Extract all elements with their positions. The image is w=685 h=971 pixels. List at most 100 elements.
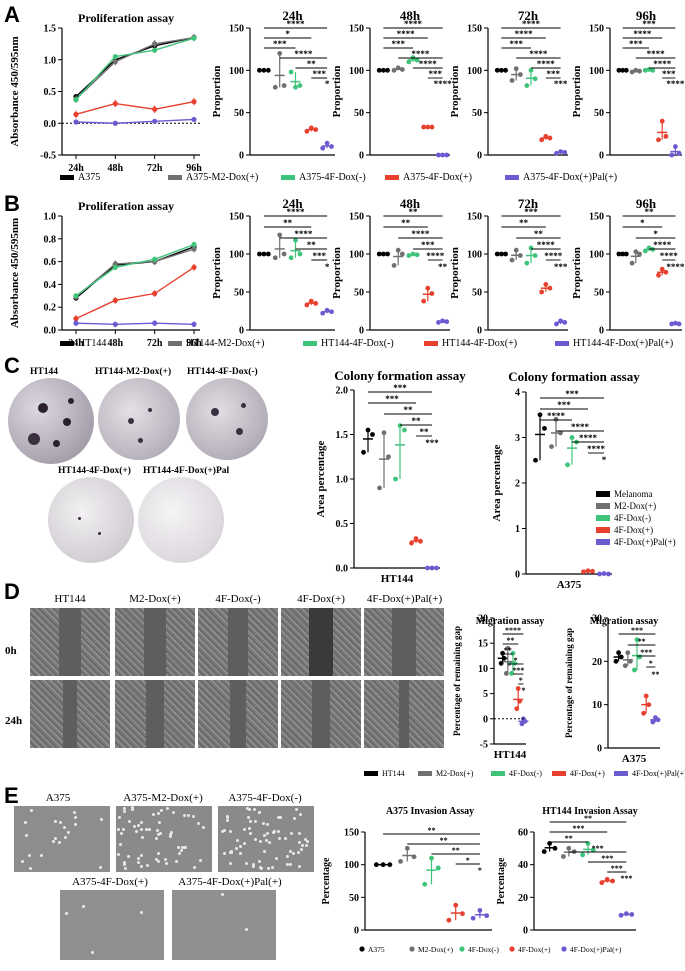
significance-stars: * bbox=[478, 866, 482, 875]
significance-stars: *** bbox=[385, 394, 399, 404]
data-point bbox=[498, 660, 504, 666]
legend-label: A375-4F-Dox(+) bbox=[403, 172, 472, 183]
data-point bbox=[554, 321, 559, 327]
y-tick-label: 150 bbox=[349, 24, 364, 35]
y-axis-label: Area percentage bbox=[315, 440, 327, 517]
significance-stars: *** bbox=[565, 389, 579, 399]
significance-stars: **** bbox=[647, 49, 666, 59]
series-line bbox=[75, 248, 195, 298]
data-point bbox=[522, 718, 528, 724]
panel-letter-d: D bbox=[4, 579, 20, 604]
data-point bbox=[304, 128, 310, 134]
data-point bbox=[618, 654, 624, 660]
data-point bbox=[395, 65, 401, 71]
data-point bbox=[413, 536, 419, 542]
y-tick-label: 2.0 bbox=[336, 386, 349, 397]
data-point bbox=[257, 251, 262, 257]
significance-stars: **** bbox=[426, 251, 445, 261]
y-tick-label: 100 bbox=[349, 66, 364, 77]
data-point bbox=[629, 69, 635, 75]
data-point bbox=[391, 263, 397, 268]
data-point bbox=[604, 876, 610, 882]
data-point bbox=[329, 309, 334, 315]
significance-stars: *** bbox=[512, 666, 524, 675]
data-point bbox=[676, 321, 682, 327]
legend-label: A375-4F-Dox(-) bbox=[299, 172, 366, 183]
y-tick-label: 2 bbox=[515, 479, 520, 490]
data-point bbox=[288, 69, 294, 75]
legend-label: M2-Dox(+) bbox=[418, 945, 454, 954]
data-point bbox=[643, 693, 649, 699]
chart-title: 24h bbox=[282, 196, 303, 211]
chart-title: Migration assay bbox=[476, 616, 545, 627]
significance-stars: ** bbox=[438, 262, 448, 272]
data-point bbox=[642, 67, 648, 73]
data-point bbox=[494, 251, 500, 257]
data-point bbox=[532, 253, 538, 258]
data-point bbox=[406, 253, 412, 258]
data-point bbox=[399, 67, 405, 72]
invasion-photo-label: A375-4F-Dox(+) bbox=[72, 876, 148, 888]
significance-stars: *** bbox=[642, 19, 656, 29]
data-point bbox=[509, 671, 514, 676]
data-point bbox=[152, 118, 158, 124]
migration-photo bbox=[281, 680, 361, 748]
data-point bbox=[541, 849, 547, 854]
data-point bbox=[513, 66, 519, 72]
significance-stars: ** bbox=[519, 218, 529, 228]
invasion-photo-label: A375 bbox=[45, 792, 71, 804]
y-tick-label: 0 bbox=[599, 326, 604, 337]
data-point bbox=[377, 485, 382, 491]
legend-swatch bbox=[424, 341, 438, 346]
y-tick-label: 1 bbox=[515, 524, 520, 535]
data-point bbox=[669, 152, 675, 158]
significance-stars: *** bbox=[620, 874, 632, 883]
significance-stars: **** bbox=[419, 59, 438, 69]
data-point bbox=[503, 67, 508, 73]
data-point bbox=[112, 297, 118, 303]
data-point bbox=[549, 444, 554, 449]
data-point bbox=[261, 251, 267, 257]
y-tick-label: 0 bbox=[239, 326, 244, 337]
data-point bbox=[547, 135, 553, 141]
invasion-photo-label: A375-4F-Dox(-) bbox=[228, 792, 302, 804]
colony-photo-label: HT144-4F-Dox(+)Pal bbox=[143, 466, 230, 476]
data-point bbox=[484, 913, 490, 919]
legend-label: HT144 bbox=[78, 338, 106, 349]
data-point bbox=[558, 318, 563, 324]
significance-stars: * bbox=[649, 659, 653, 668]
data-point bbox=[425, 565, 430, 571]
significance-stars: **** bbox=[666, 262, 685, 272]
significance-stars: *** bbox=[631, 626, 643, 635]
significance-stars: **** bbox=[633, 29, 652, 39]
data-point bbox=[414, 252, 420, 258]
significance-stars: **** bbox=[544, 251, 563, 261]
y-tick-label: 50 bbox=[472, 288, 482, 299]
panel-letter-c: C bbox=[4, 353, 20, 378]
y-tick-label: 100 bbox=[589, 250, 604, 261]
data-point bbox=[616, 650, 621, 656]
data-point bbox=[324, 307, 330, 313]
data-point bbox=[637, 251, 642, 257]
migration-row-label: 0h bbox=[5, 645, 17, 657]
y-tick-label: 0 bbox=[354, 926, 359, 937]
data-point bbox=[499, 67, 504, 73]
legend-swatch bbox=[60, 341, 74, 346]
x-tick-label: 24h bbox=[68, 338, 84, 349]
y-axis-label: Absorbance 450/595nm bbox=[9, 218, 21, 328]
data-point bbox=[512, 660, 517, 666]
legend-swatch bbox=[596, 515, 610, 521]
data-point bbox=[613, 658, 619, 664]
data-point bbox=[566, 845, 572, 851]
significance-stars: *** bbox=[629, 39, 643, 49]
data-point bbox=[277, 232, 283, 238]
legend-label: 4F-Dox(+)Pal(+) bbox=[570, 945, 622, 954]
significance-stars: * bbox=[602, 455, 607, 465]
data-point bbox=[277, 51, 283, 56]
legend-label: 4F-Dox(+) bbox=[570, 769, 605, 778]
data-point bbox=[402, 427, 407, 433]
y-tick-label: 0 bbox=[477, 151, 482, 162]
legend-label: HT144-4F-Dox(-) bbox=[321, 338, 394, 349]
data-point bbox=[425, 285, 431, 291]
data-point bbox=[272, 84, 278, 90]
